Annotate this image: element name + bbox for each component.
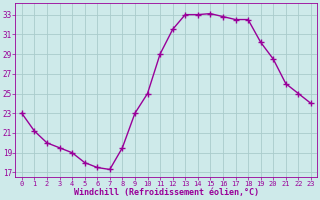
X-axis label: Windchill (Refroidissement éolien,°C): Windchill (Refroidissement éolien,°C) — [74, 188, 259, 197]
